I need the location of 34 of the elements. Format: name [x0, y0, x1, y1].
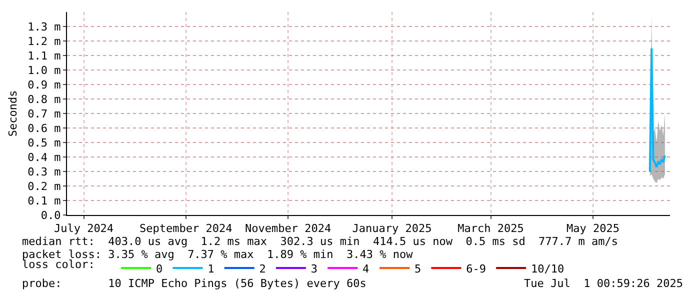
- legend-label: 6-9: [466, 262, 486, 276]
- y-tick-label: 0.7 m: [28, 107, 62, 120]
- x-tick-label: November 2024: [245, 222, 332, 236]
- legend-label: 2: [259, 262, 266, 276]
- text: packet loss: 3.35 % avg 7.37 % max 1.89 % min 3.43 % now: [22, 248, 414, 261]
- y-tick-label: 1.3 m: [28, 20, 62, 34]
- y-tick-label: 0.3 m: [28, 165, 62, 178]
- x-tick-label: May 2025: [566, 222, 620, 236]
- y-tick-label: 0.0: [40, 208, 61, 222]
- text: probe: 10 ICMP Echo Pings (56 Bytes) every 60s: [22, 277, 366, 290]
- y-tick-label: 1.2 m: [28, 34, 62, 48]
- y-tick-label: 0.2 m: [28, 180, 62, 193]
- legend-label: 1: [208, 262, 214, 276]
- line-series: [648, 47, 666, 172]
- y-tick-label: 0.9 m: [28, 78, 62, 92]
- y-tick-label: 1.0 m: [28, 64, 62, 77]
- y-tick-label: 0.5 m: [28, 136, 62, 150]
- x-tick-label: March 2025: [458, 222, 524, 236]
- legend-label: 0: [156, 262, 163, 276]
- y-tick-label: 1.1 m: [28, 49, 62, 62]
- legend-label: 4: [362, 262, 370, 276]
- text: Tue Jul 1 00:59:26 2025: [524, 277, 683, 290]
- y-tick-label: 0.6 m: [28, 122, 62, 135]
- legend-label: 5: [414, 262, 422, 276]
- x-tick-label: July 2024: [54, 222, 114, 236]
- legend-label: 10/10: [531, 262, 564, 276]
- y-tick-label: 0.4 m: [28, 150, 62, 164]
- x-tick-label: January 2025: [352, 222, 432, 236]
- text: median rtt: 403.0 us avg 1.2 ms max 302.3 us min 414.5 us now 0.5 ms sd 777.7 m am/s: [22, 235, 618, 248]
- y-tick-label: 0.8 m: [28, 92, 62, 106]
- x-tick-label: September 2024: [140, 222, 233, 236]
- legend-label: 3: [310, 262, 318, 276]
- y-axis-title: Seconds: [6, 90, 20, 137]
- y-tick-label: 0.1 m: [28, 194, 62, 208]
